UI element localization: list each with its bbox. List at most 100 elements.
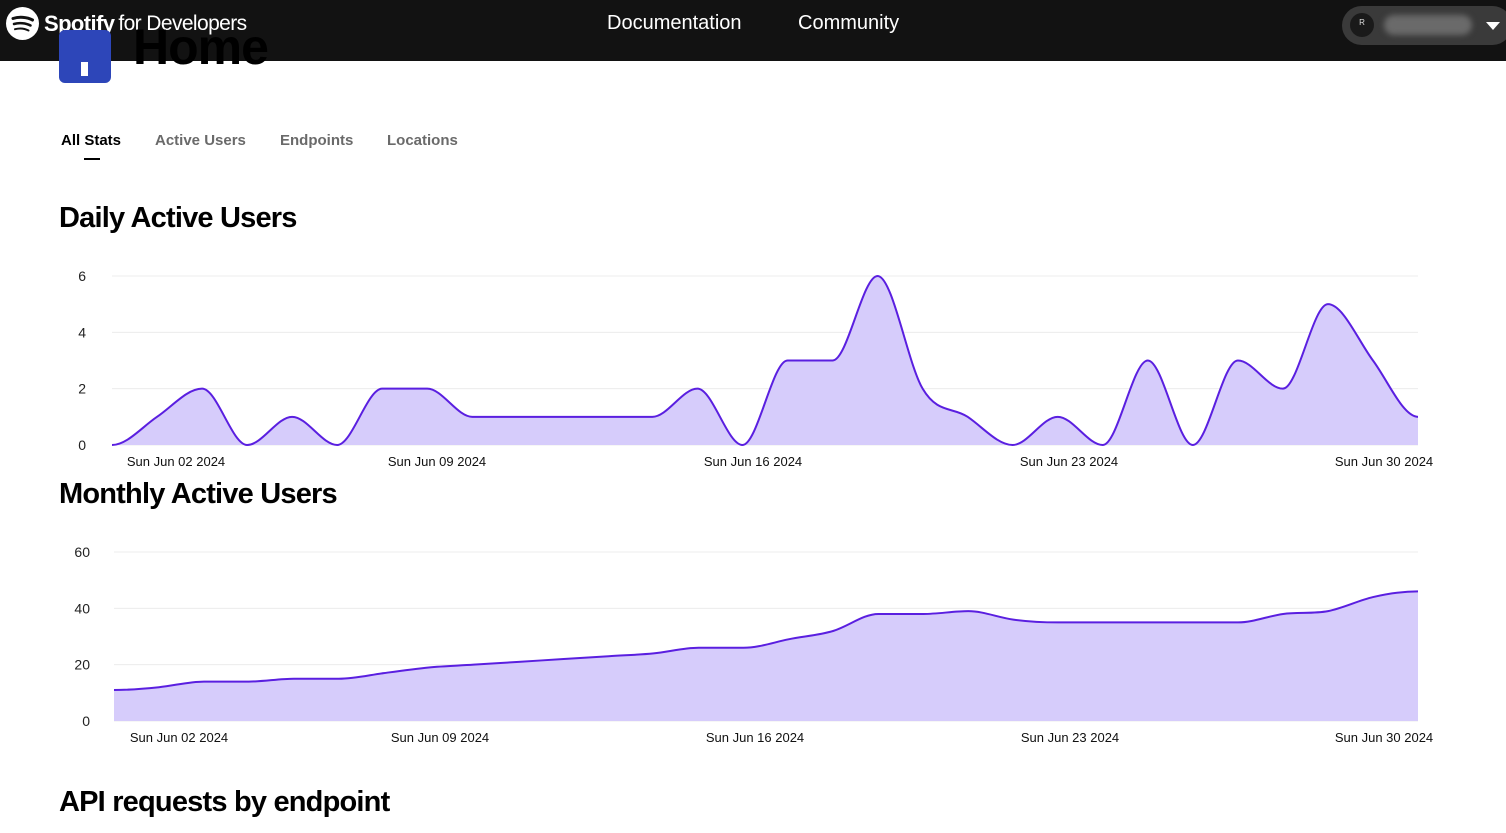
data-point[interactable] [1145,358,1151,364]
data-point[interactable] [1235,619,1241,625]
data-point[interactable] [1235,358,1241,364]
data-point[interactable] [1100,442,1106,448]
x-tick-label: Sun Jun 16 2024 [704,454,802,469]
data-point[interactable] [830,628,836,634]
y-tick-label: 4 [78,324,86,340]
data-point[interactable] [156,684,162,690]
data-point[interactable] [604,414,610,420]
spotify-for-developers-logo[interactable]: Spotify for Developers [6,7,247,40]
data-point[interactable] [920,611,926,617]
data-point[interactable] [651,650,657,656]
data-point[interactable] [1055,619,1061,625]
data-point[interactable] [1370,594,1376,600]
x-tick-label: Sun Jun 16 2024 [706,730,804,745]
data-point[interactable] [201,679,207,685]
data-point[interactable] [109,442,115,448]
data-point[interactable] [785,636,791,642]
tab-locations[interactable]: Locations [387,132,458,149]
data-point[interactable] [1055,414,1061,420]
data-point[interactable] [291,676,297,682]
data-point[interactable] [1325,608,1331,614]
x-tick-label: Sun Jun 02 2024 [130,730,228,745]
data-point[interactable] [875,273,881,279]
user-menu-button[interactable]: R [1342,6,1506,45]
x-tick-label: Sun Jun 23 2024 [1021,730,1119,745]
api-requests-title: API requests by endpoint [59,786,390,818]
data-point[interactable] [111,687,117,693]
data-point[interactable] [694,386,700,392]
data-point[interactable] [426,664,432,670]
monthly-active-users-chart: 0 20 40 60 Sun Jun 02 2024 Sun Jun 09 2024 Sun… [74,544,1433,745]
data-point[interactable] [1010,442,1016,448]
data-point[interactable] [1325,301,1331,307]
data-point[interactable] [199,386,205,392]
data-point[interactable] [1280,611,1286,617]
x-tick-label: Sun Jun 30 2024 [1335,454,1433,469]
data-point[interactable] [830,358,836,364]
data-point[interactable] [381,670,387,676]
data-point[interactable] [471,662,477,668]
data-point[interactable] [1370,358,1376,364]
x-tick-label: Sun Jun 09 2024 [391,730,489,745]
data-point[interactable] [559,414,565,420]
chevron-down-icon [1486,22,1500,30]
data-point[interactable] [1415,588,1421,594]
data-point[interactable] [965,608,971,614]
data-point[interactable] [154,414,160,420]
data-point[interactable] [739,442,745,448]
data-point[interactable] [1190,619,1196,625]
x-tick-label: Sun Jun 02 2024 [127,454,225,469]
data-point[interactable] [379,386,385,392]
tab-active-users[interactable]: Active Users [155,132,246,149]
data-point[interactable] [334,442,340,448]
redacted-username [1384,15,1472,35]
series-area [112,276,1418,445]
data-point[interactable] [649,414,655,420]
y-tick-label: 40 [74,600,90,616]
data-point[interactable] [246,679,252,685]
data-point[interactable] [1280,386,1286,392]
y-tick-label: 6 [78,268,86,284]
tab-endpoints[interactable]: Endpoints [280,132,354,149]
y-tick-label: 20 [74,657,90,673]
data-point[interactable] [1145,619,1151,625]
nav-documentation-link[interactable]: Documentation [607,12,742,34]
data-point[interactable] [469,414,475,420]
x-tick-label: Sun Jun 30 2024 [1335,730,1433,745]
data-point[interactable] [920,386,926,392]
brand-subtitle: for Developers [118,11,247,35]
data-point[interactable] [1190,442,1196,448]
y-tick-label: 0 [82,713,90,729]
data-point[interactable] [561,656,567,662]
data-point[interactable] [424,386,430,392]
data-point[interactable] [875,611,881,617]
tab-all-stats[interactable]: All Stats [61,132,122,149]
data-point[interactable] [696,645,702,651]
data-point[interactable] [785,358,791,364]
active-tab-indicator [84,158,100,160]
page-title-text: Home [133,19,269,74]
data-point[interactable] [606,653,612,659]
series-line[interactable] [113,590,1419,692]
data-point[interactable] [244,442,250,448]
data-point[interactable] [1100,619,1106,625]
home-icon-glyph [81,62,88,76]
data-point[interactable] [741,645,747,651]
y-tick-label: 0 [78,437,86,453]
data-point[interactable] [336,676,342,682]
top-navigation-bar: Spotify for Developers Documentation Com… [0,0,1506,61]
nav-community-link[interactable]: Community [798,12,900,34]
avatar: R [1350,13,1374,37]
data-point[interactable] [516,659,522,665]
data-point[interactable] [1415,414,1421,420]
data-point[interactable] [1010,617,1016,623]
daily-active-users-chart: 0 2 4 6 Sun Jun 02 2024 Sun Jun 09 2024 Sun Ju… [78,268,1433,469]
series-line[interactable] [111,274,1419,447]
data-point[interactable] [965,414,971,420]
daily-active-users-title: Daily Active Users [59,202,297,234]
spotify-logo-icon [6,7,39,40]
data-point[interactable] [289,414,295,420]
data-point[interactable] [514,414,520,420]
monthly-active-users-title: Monthly Active Users [59,478,338,510]
y-tick-label: 2 [78,381,86,397]
